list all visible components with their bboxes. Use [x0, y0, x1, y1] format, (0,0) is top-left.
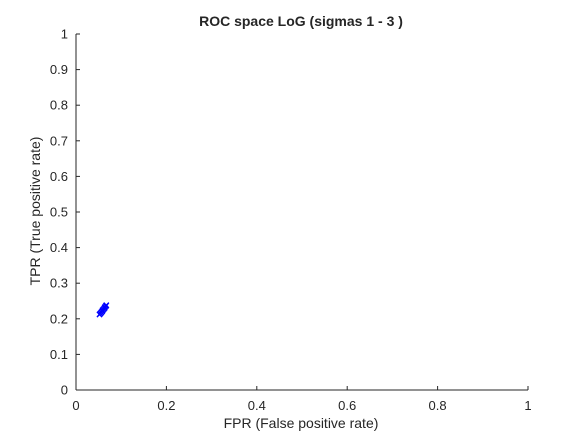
x-tick-label: 0.6	[338, 398, 356, 413]
data-point	[103, 302, 110, 309]
y-tick-label: 0	[61, 383, 68, 398]
data-point-stroke	[103, 302, 110, 309]
chart-title: ROC space LoG (sigmas 1 - 3 )	[199, 13, 403, 29]
data-points	[96, 302, 110, 318]
y-tick-label: 0.8	[50, 98, 68, 113]
x-axis-label: FPR (False positive rate)	[224, 415, 379, 431]
axes	[75, 34, 528, 391]
y-tick-label: 0.4	[50, 240, 68, 255]
y-tick-label: 0.5	[50, 205, 68, 220]
x-tick-label: 0.4	[248, 398, 266, 413]
y-tick-label: 1	[61, 27, 68, 42]
y-tick-label: 0.1	[50, 347, 68, 362]
y-axis-label: TPR (True positive rate)	[27, 137, 43, 286]
ticks: 0 0.2 0.4 0.6 0.8 1 0 0.1 0.2 0.3 0.4 0.5 0.6 0.7 0.8 0…	[50, 27, 532, 414]
x-tick-label: 0.8	[429, 398, 447, 413]
x-tick-label: 0.2	[157, 398, 175, 413]
y-tick-label: 0.7	[50, 133, 68, 148]
y-tick-label: 0.6	[50, 169, 68, 184]
y-tick-label: 0.2	[50, 311, 68, 326]
y-tick-label: 0.3	[50, 276, 68, 291]
x-tick-label: 1	[524, 398, 531, 413]
x-tick-label: 0	[72, 398, 79, 413]
y-tick-label: 0.9	[50, 62, 68, 77]
